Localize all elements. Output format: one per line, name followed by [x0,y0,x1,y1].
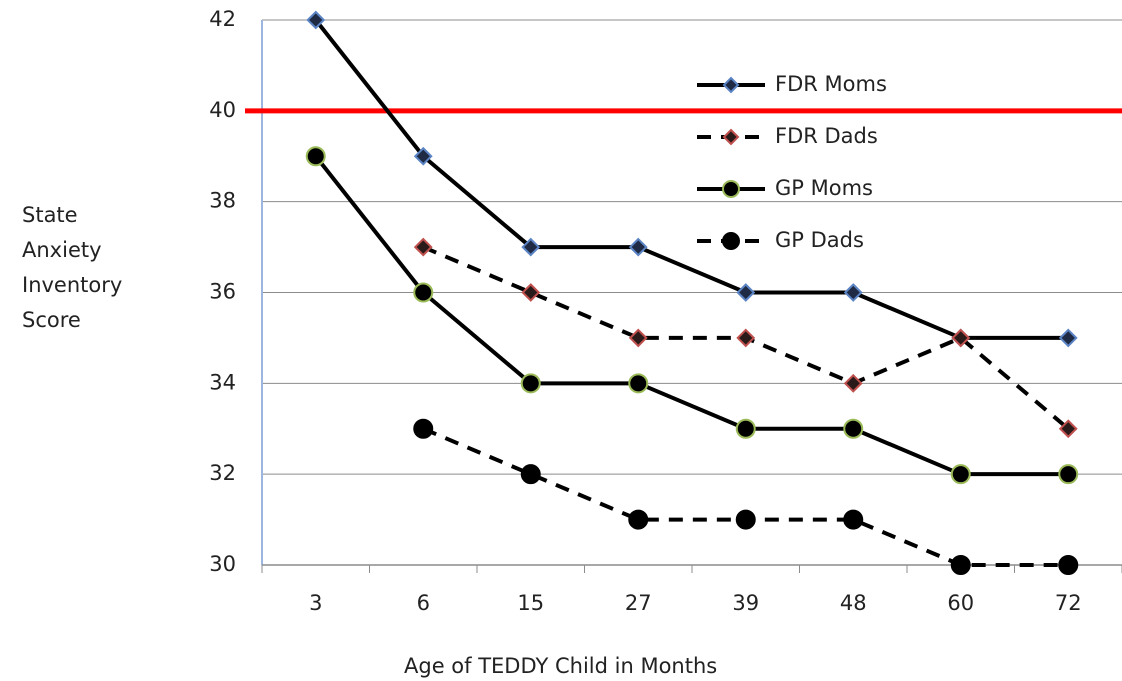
diamond-marker [736,283,756,302]
x-tick-label: 60 [947,591,974,615]
series-line [422,426,1069,567]
diamond-marker [413,237,433,257]
x-tick-label: 3 [309,591,322,615]
y-axis-label: Anxiety [22,238,102,262]
diamond-marker [306,10,326,30]
diamond-marker [951,328,971,348]
x-tick-label: 27 [625,591,652,615]
legend-label: FDR Dads [775,124,878,148]
diamond-marker [1058,328,1078,348]
y-tick-label: 30 [209,552,236,576]
circle-marker [628,373,649,394]
x-axis-label: Age of TEDDY Child in Months [404,654,717,678]
legend-label: FDR Moms [775,72,887,96]
diamond-marker [521,283,541,302]
circle-marker [735,509,756,530]
circle-marker [1058,555,1079,575]
diamond-marker [628,237,648,257]
y-tick-label: 32 [209,461,236,485]
x-tick-label: 15 [517,591,544,615]
diamond-marker [843,373,863,393]
circle-marker [843,418,864,439]
diamond-marker [843,283,863,302]
diamond-marker [413,146,433,166]
circle-marker [413,418,434,439]
circle-marker [305,146,326,167]
legend-marker [722,180,740,198]
legend-marker [722,232,740,250]
y-tick-label: 38 [209,189,236,213]
circle-marker [843,509,864,530]
x-tick-label: 48 [840,591,867,615]
circle-marker [1058,464,1079,485]
circle-marker [950,464,971,485]
legend-label: GP Dads [775,228,864,252]
x-tick-label: 6 [417,591,430,615]
diamond-marker [628,328,648,348]
circle-marker [413,282,434,303]
diamond-marker [736,328,756,348]
y-tick-label: 34 [209,370,236,394]
x-tick-label: 72 [1055,591,1082,615]
y-axis-label: State [22,203,78,227]
y-axis-label: Score [22,308,81,332]
x-tick-label: 39 [732,591,759,615]
y-tick-label: 36 [209,280,236,304]
legend-label: GP Moms [775,176,873,200]
legend-marker [722,128,740,146]
diamond-marker [1058,419,1078,439]
y-tick-label: 42 [209,7,236,31]
series-line [314,155,1069,477]
circle-marker [628,509,649,530]
circle-marker [950,555,971,575]
y-axis-label: Inventory [22,273,122,297]
circle-marker [520,373,541,394]
circle-marker [735,418,756,439]
legend-marker [722,76,740,94]
y-tick-label: 40 [209,98,236,122]
diamond-marker [521,237,541,257]
circle-marker [520,464,541,485]
series-line [314,18,1069,340]
